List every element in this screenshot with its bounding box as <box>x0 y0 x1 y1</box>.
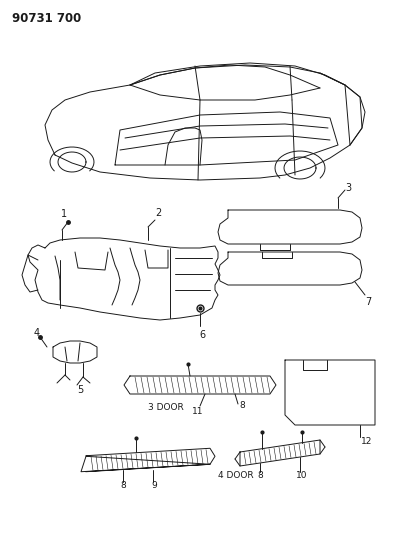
Text: 9: 9 <box>151 481 157 490</box>
Polygon shape <box>124 376 276 394</box>
Text: 3: 3 <box>345 183 351 193</box>
Text: 11: 11 <box>192 407 204 416</box>
Text: 4: 4 <box>34 328 40 338</box>
Text: 6: 6 <box>199 330 205 340</box>
Text: 8: 8 <box>120 481 126 490</box>
Polygon shape <box>86 448 210 472</box>
Text: 4 DOOR: 4 DOOR <box>218 472 254 481</box>
Text: 3 DOOR: 3 DOOR <box>148 403 184 413</box>
Text: 7: 7 <box>365 297 371 307</box>
Text: 2: 2 <box>155 208 161 218</box>
Text: 10: 10 <box>296 472 308 481</box>
Text: 8: 8 <box>239 401 245 410</box>
Text: 5: 5 <box>77 385 83 395</box>
Text: 1: 1 <box>61 209 67 219</box>
Text: 90731 700: 90731 700 <box>12 12 81 25</box>
Polygon shape <box>240 440 320 466</box>
Text: 12: 12 <box>361 437 373 446</box>
Text: 8: 8 <box>257 472 263 481</box>
